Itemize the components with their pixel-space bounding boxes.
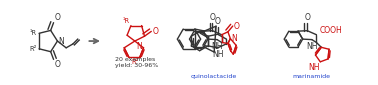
Text: marinamide: marinamide <box>292 74 330 79</box>
Text: ¹R: ¹R <box>123 18 130 24</box>
Text: N: N <box>231 34 237 43</box>
Text: COOH: COOH <box>319 26 342 35</box>
Text: NH: NH <box>212 50 223 59</box>
Text: 20 examples: 20 examples <box>116 57 156 62</box>
Text: NH: NH <box>211 42 223 51</box>
Text: ¹R: ¹R <box>30 30 37 36</box>
Text: yield: 30-96%: yield: 30-96% <box>116 63 159 68</box>
Text: O: O <box>304 13 310 22</box>
Text: O: O <box>234 22 240 31</box>
Text: NH: NH <box>308 63 319 72</box>
Text: O: O <box>215 17 221 26</box>
Text: O: O <box>209 13 215 22</box>
Text: R²: R² <box>30 46 37 52</box>
Text: quinolactacide: quinolactacide <box>191 74 237 79</box>
Text: O: O <box>54 13 60 22</box>
Text: R²: R² <box>131 59 138 65</box>
Text: N: N <box>59 37 64 46</box>
Text: NH: NH <box>306 42 318 51</box>
Text: N: N <box>136 42 141 51</box>
Text: O: O <box>152 27 158 36</box>
Text: O: O <box>54 60 60 69</box>
